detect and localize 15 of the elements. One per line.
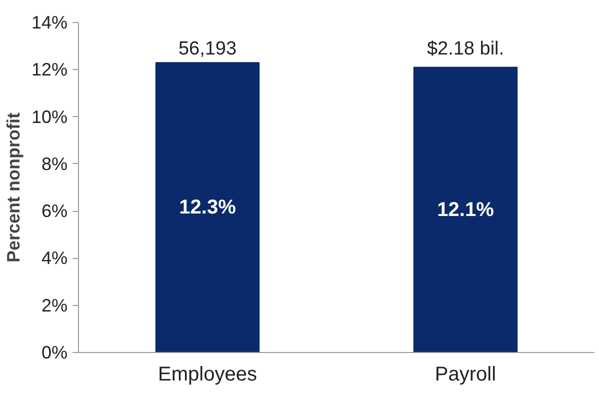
y-tick-label: 12%: [31, 60, 68, 80]
y-tick-label: 14%: [31, 12, 68, 32]
y-tick-label: 8%: [41, 154, 68, 174]
data-label: 12.1%: [437, 198, 494, 221]
y-axis-title: Percent nonprofit: [3, 112, 24, 262]
annotation: 56,193: [178, 38, 237, 60]
data-label: 12.3%: [179, 196, 236, 219]
y-tick-label: 2%: [41, 295, 68, 316]
y-tick-label: 10%: [31, 106, 68, 127]
annotation: $2.18 bil.: [426, 38, 504, 60]
x-tick-label: Employees: [158, 364, 257, 386]
x-tick-label: Payroll: [434, 364, 496, 386]
y-tick-label: 0%: [41, 342, 68, 362]
y-tick-label: 6%: [41, 201, 68, 222]
y-tick-label: 4%: [41, 248, 68, 268]
